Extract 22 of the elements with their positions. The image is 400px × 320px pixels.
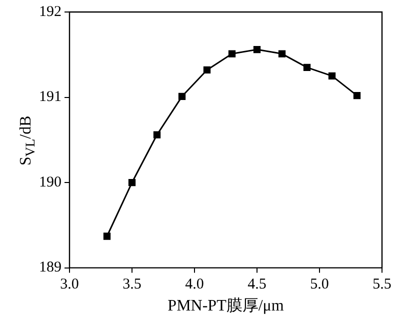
point — [103, 232, 111, 240]
x-tick-label: 3.0 — [60, 276, 79, 293]
point — [278, 50, 286, 58]
y-tick-label: 192 — [39, 4, 62, 20]
y-tick-label: 189 — [39, 260, 62, 276]
x-tick-label: 4.0 — [185, 276, 204, 293]
point — [228, 50, 236, 58]
x-tick-label: 5.0 — [310, 276, 329, 293]
y-tick-label: 190 — [39, 174, 62, 190]
point — [303, 64, 311, 71]
x-tick-label: 3.5 — [122, 276, 142, 293]
point — [328, 72, 336, 80]
y-tick-label: 191 — [39, 89, 62, 106]
point — [153, 131, 161, 138]
point — [203, 66, 211, 74]
point — [353, 92, 361, 100]
x-tick-label: 5.5 — [372, 276, 392, 293]
x-axis-title: PMN-PT膜厚/μm — [168, 296, 284, 315]
point — [178, 92, 186, 100]
x-tick-label: 4.5 — [248, 276, 266, 293]
point — [253, 46, 261, 54]
point — [128, 178, 136, 186]
